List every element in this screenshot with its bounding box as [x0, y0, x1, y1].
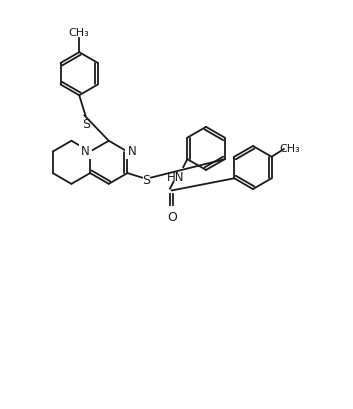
- Text: O: O: [167, 210, 177, 223]
- Text: S: S: [82, 118, 90, 131]
- Text: N: N: [127, 145, 136, 157]
- Text: HN: HN: [167, 171, 184, 184]
- Text: CH₃: CH₃: [279, 144, 300, 154]
- Text: N: N: [81, 145, 90, 157]
- Text: S: S: [143, 173, 150, 187]
- Text: CH₃: CH₃: [69, 28, 90, 38]
